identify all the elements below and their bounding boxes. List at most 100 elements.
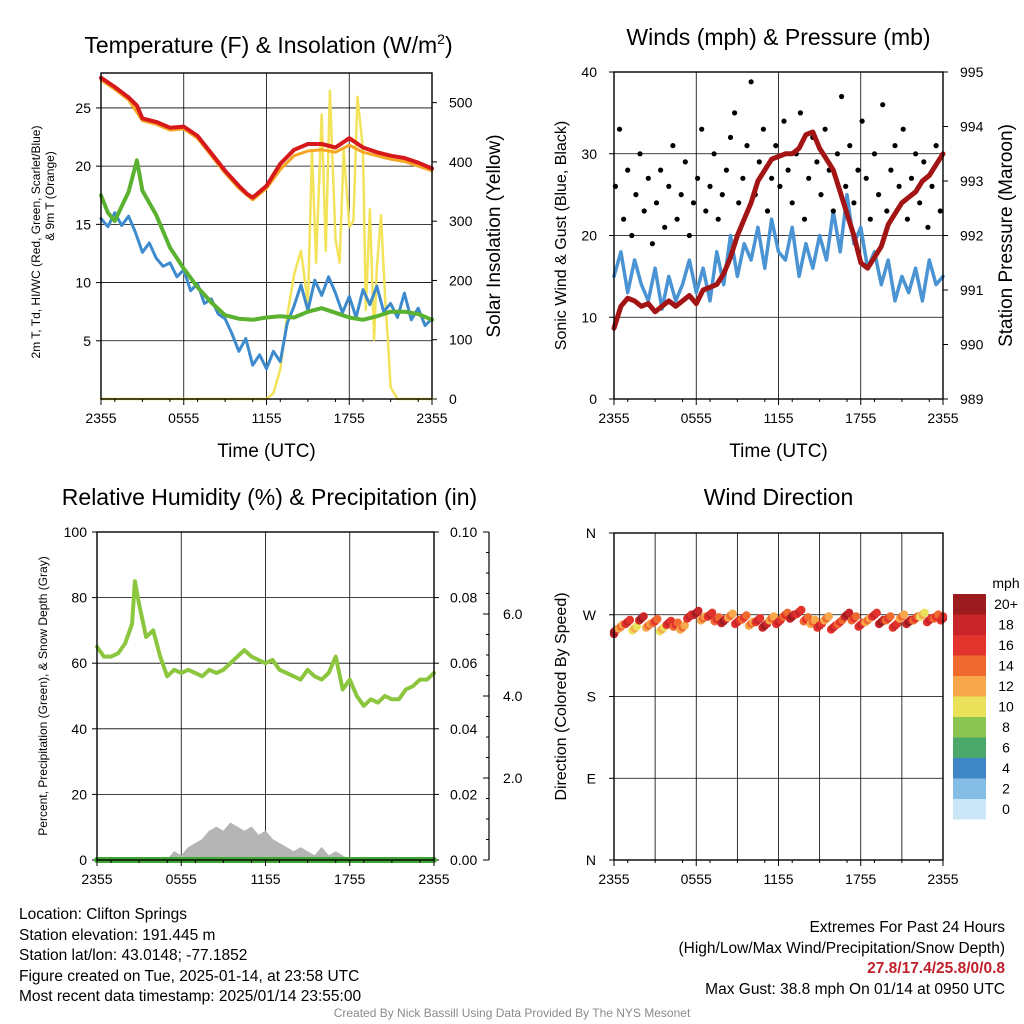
y-tick-label: 0: [589, 391, 597, 407]
gust-point: [781, 118, 787, 124]
legend-label: 2: [1002, 781, 1010, 797]
legend-label: 4: [1002, 760, 1010, 776]
y-tick-label: 30: [581, 146, 597, 162]
y-tick-label: 20: [75, 158, 91, 174]
gust-point: [851, 200, 857, 206]
gust-point: [740, 175, 746, 181]
gust-point: [839, 93, 845, 100]
y-axis-label: Sonic Wind & Gust (Blue, Black): [553, 121, 570, 350]
legend-label: 6: [1002, 740, 1010, 756]
elevation-text: Station elevation: 191.445 m: [19, 926, 216, 944]
y-tick-label: 10: [581, 309, 597, 325]
location-text: Location: Clifton Springs: [19, 906, 188, 923]
gust-point: [892, 143, 898, 149]
y-right-tick-label: 400: [449, 154, 473, 170]
gust-point: [904, 216, 911, 222]
snow-tick-label: 2.0: [503, 770, 523, 786]
y-tick-label: 5: [83, 333, 91, 349]
x-tick-label: 1755: [334, 871, 365, 887]
direction-point: [708, 608, 717, 617]
gust-point: [764, 208, 771, 214]
x-tick-label: 1155: [251, 410, 281, 426]
gust-point: [847, 143, 853, 149]
gust-point: [727, 134, 734, 140]
precip-tick-label: 0.06: [450, 655, 477, 671]
x-tick-label: 0555: [166, 871, 197, 887]
y-right-tick-label: 100: [449, 332, 473, 348]
gust-point: [801, 216, 808, 222]
y-right-axis-label: Station Pressure (Maroon): [996, 124, 1017, 347]
y-axis-label: Direction (Colored By Speed): [553, 592, 570, 800]
relative-humidity-line: [95, 579, 436, 708]
direction-point: [797, 605, 806, 615]
direction-label: W: [583, 607, 597, 623]
legend-title: mph: [992, 575, 1019, 591]
gust-point: [625, 167, 631, 173]
chart-title: Temperature (F) & Insolation (W/m2): [84, 31, 452, 58]
direction-label: N: [586, 525, 596, 541]
y-axis-label: Percent, Precipitation (Green), & Snow D…: [36, 556, 50, 835]
legend-swatch: [953, 758, 986, 779]
direction-label: E: [587, 770, 596, 786]
x-tick-label: 1755: [334, 410, 365, 426]
y-right-tick-label: 991: [960, 282, 984, 298]
snow-tick-label: 6.0: [503, 606, 523, 622]
legend-swatch: [953, 737, 986, 758]
y-tick-label: 20: [71, 786, 87, 802]
x-tick-label: 0555: [681, 410, 712, 426]
y-right-tick-label: 989: [960, 391, 984, 407]
gust-point: [715, 216, 721, 222]
legend-swatch: [953, 594, 986, 615]
legend-label: 12: [998, 678, 1014, 694]
gust-point: [834, 151, 841, 157]
gust-point: [806, 175, 812, 181]
gust-point: [723, 167, 730, 173]
extremes-subtitle: (High/Low/Max Wind/Precipitation/Snow De…: [678, 939, 1006, 957]
y-right-tick-label: 993: [960, 173, 984, 189]
chart-title: Wind Direction: [704, 484, 854, 510]
sonic-wind-line: [612, 192, 945, 311]
gust-point: [674, 216, 680, 222]
y-right-tick-label: 300: [449, 213, 473, 229]
gust-point: [917, 200, 923, 206]
created-text: Figure created on Tue, 2025-01-14, at 23…: [19, 967, 360, 985]
gust-point: [744, 143, 750, 149]
chart-title-superscript: 2: [437, 31, 445, 47]
y-right-axis-label: Solar Insolation (Yellow): [484, 134, 505, 337]
direction-point: [886, 612, 895, 621]
legend-swatch: [953, 635, 986, 656]
gust-point: [629, 232, 635, 239]
gust-point: [707, 183, 713, 189]
gust-point: [695, 175, 701, 181]
extremes-info: Extremes For Past 24 Hours (High/Low/Max…: [679, 918, 1006, 1000]
winds-pressure-panel: 0 10 20 30 40 989 990 991 992 993 994 995 2355 0555 11…: [553, 24, 1017, 462]
gust-point: [859, 118, 865, 124]
precip-tick-label: 0.00: [450, 852, 477, 868]
gust-point: [748, 79, 754, 85]
precip-tick-label: 0.08: [450, 590, 477, 606]
gust-point: [814, 159, 820, 165]
y-right-tick-label: 0: [449, 391, 457, 407]
x-axis-label: Time (UTC): [217, 441, 316, 462]
y-tick-label: 15: [75, 216, 91, 232]
gust-point: [690, 200, 697, 206]
x-tick-label: 2355: [598, 871, 629, 887]
x-tick-label: 2355: [416, 410, 447, 426]
legend-label: 14: [998, 658, 1014, 674]
direction-point: [742, 611, 751, 620]
direction-point: [920, 608, 929, 617]
gust-point: [921, 159, 927, 165]
gust-point: [732, 110, 738, 116]
direction-point: [653, 614, 662, 624]
gust-point: [637, 151, 643, 157]
legend-label: 16: [998, 637, 1014, 653]
direction-point: [680, 621, 689, 630]
gust-point: [633, 192, 639, 198]
x-tick-label: 1755: [845, 871, 876, 887]
y-tick-label: 60: [71, 655, 87, 671]
precip-tick-label: 0.10: [450, 524, 477, 540]
y-axis-label-line2: & 9m T (Orange): [43, 151, 57, 241]
gust-point: [682, 159, 688, 165]
gust-point: [871, 151, 878, 157]
legend-swatch: [953, 655, 986, 676]
